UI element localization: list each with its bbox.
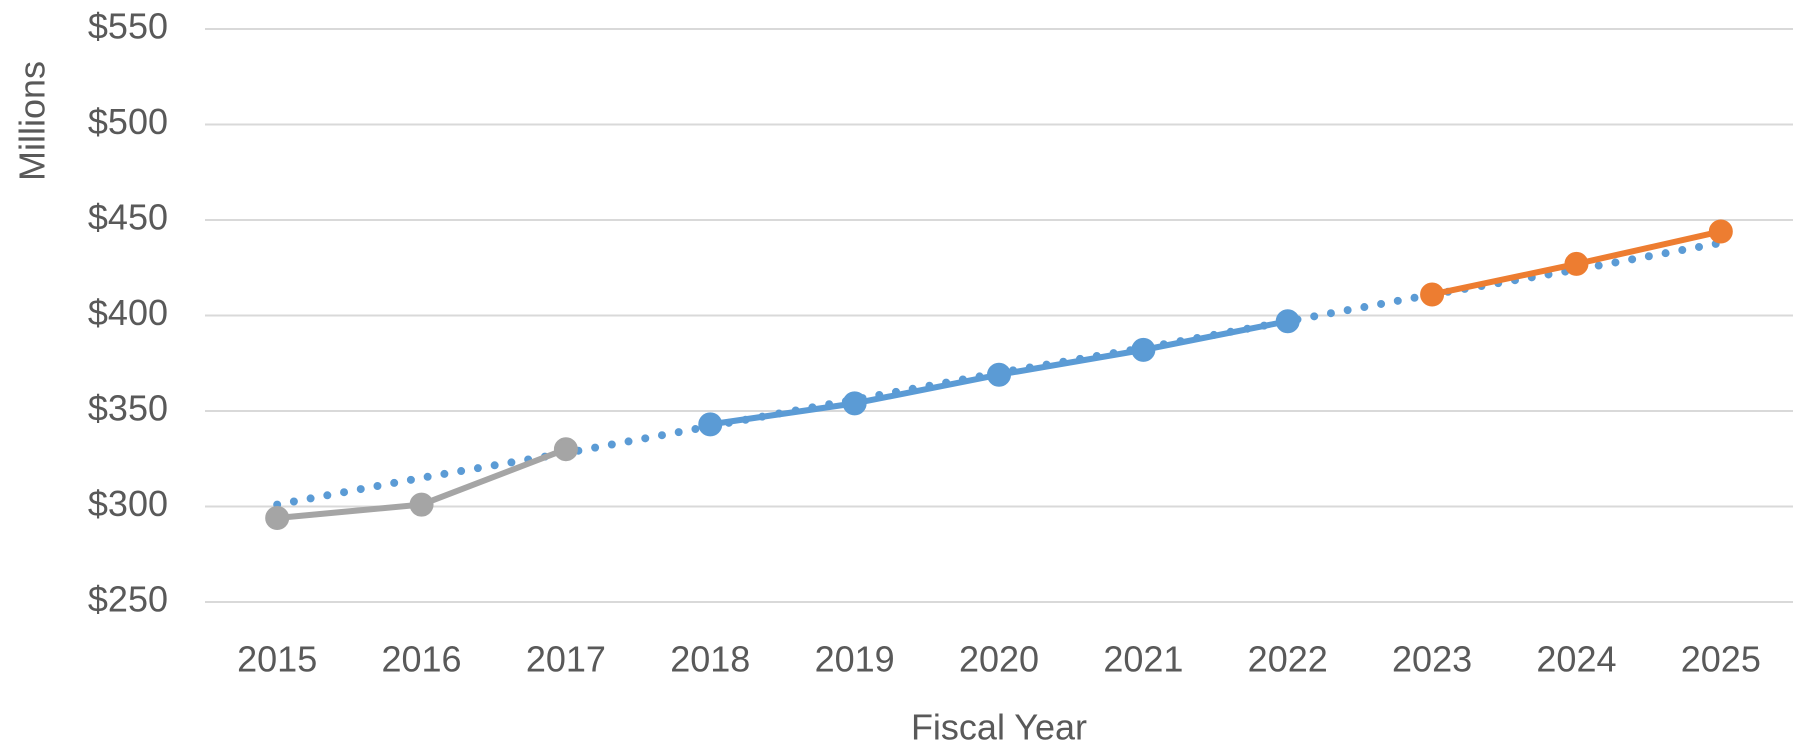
x-tick-label: 2016	[381, 639, 461, 680]
y-tick-label: $300	[88, 483, 168, 524]
x-axis-title: Fiscal Year	[911, 707, 1087, 748]
y-axis-title: Millions	[12, 61, 53, 181]
marker	[1420, 282, 1445, 307]
x-tick-label: 2019	[815, 639, 895, 680]
x-tick-label: 2018	[670, 639, 750, 680]
y-tick-label: $250	[88, 579, 168, 620]
x-tick-label: 2017	[526, 639, 606, 680]
marker	[698, 412, 723, 437]
y-tick-label: $350	[88, 388, 168, 429]
marker	[1275, 309, 1300, 334]
x-tick-label: 2022	[1248, 639, 1328, 680]
marker	[987, 362, 1011, 387]
x-tick-label: 2024	[1536, 639, 1616, 680]
x-tick-label: 2023	[1392, 639, 1472, 680]
y-tick-label: $550	[88, 6, 168, 47]
marker	[265, 505, 290, 530]
x-tick-label: 2015	[237, 639, 317, 680]
x-tick-label: 2020	[959, 639, 1039, 680]
y-tick-label: $450	[88, 197, 168, 238]
marker	[842, 391, 867, 416]
x-tick-label: 2025	[1681, 639, 1761, 680]
marker	[1564, 251, 1589, 276]
marker	[1708, 219, 1733, 244]
marker	[553, 437, 578, 462]
marker	[409, 492, 434, 517]
marker	[1131, 337, 1156, 362]
x-tick-label: 2021	[1103, 639, 1183, 680]
y-tick-label: $500	[88, 101, 168, 142]
y-tick-label: $400	[88, 292, 168, 333]
